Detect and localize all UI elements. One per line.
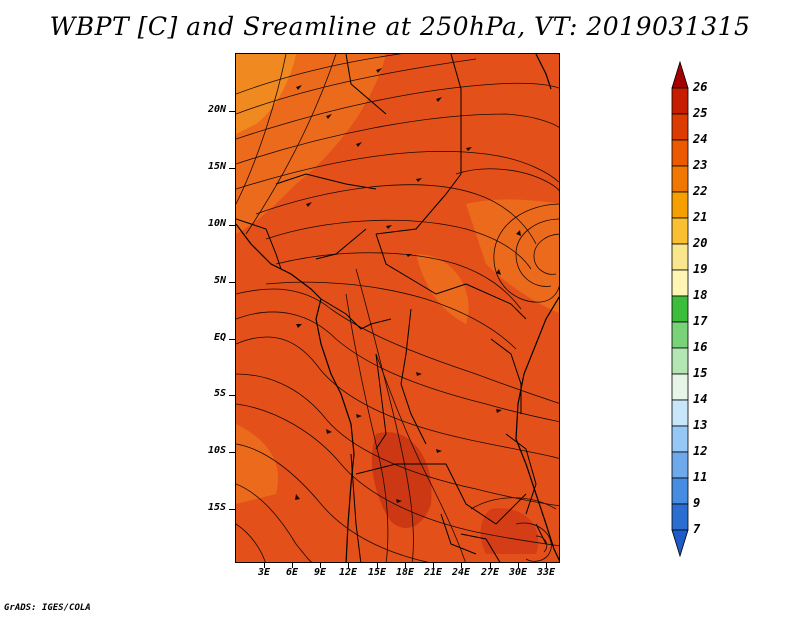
lat-tick	[229, 282, 235, 283]
colorbar-label: 17	[693, 314, 708, 328]
lat-tick	[229, 509, 235, 510]
lat-label-eq: EQ	[213, 332, 226, 343]
lon-tick	[377, 563, 378, 568]
colorbar-segment	[671, 373, 689, 401]
colorbar-label: 23	[693, 158, 708, 172]
lat-tick	[229, 395, 235, 396]
field-yellow-nw	[236, 54, 296, 134]
colorbar-segment	[671, 347, 689, 375]
credit-text: GrADS: IGES/COLA	[4, 603, 91, 613]
colorbar-segment	[671, 60, 689, 89]
lat-label-5s: 5S	[213, 388, 226, 399]
lon-tick	[292, 563, 293, 568]
colorbar-label: 9	[693, 496, 701, 510]
colorbar-segment	[671, 529, 689, 558]
field-light-sw	[236, 424, 278, 504]
colorbar-segment	[671, 191, 689, 219]
field-dark-se	[480, 508, 539, 554]
lat-label-15s: 15S	[207, 502, 226, 513]
streamline-arrows	[295, 68, 521, 503]
colorbar-segment	[671, 269, 689, 297]
colorbar-segment	[671, 399, 689, 427]
colorbar-segment	[671, 503, 689, 531]
colorbar-label: 11	[693, 470, 708, 484]
colorbar-label: 16	[693, 340, 708, 354]
colorbar-label: 21	[693, 210, 708, 224]
colorbar-segment	[671, 243, 689, 271]
wbpt-field	[236, 54, 559, 562]
colorbar-segment	[671, 165, 689, 193]
lat-label-15n: 15N	[207, 161, 226, 172]
colorbar-segments	[671, 60, 689, 558]
lat-tick	[229, 452, 235, 453]
lon-tick	[490, 563, 491, 568]
colorbar-segment	[671, 425, 689, 453]
colorbar-segment	[671, 217, 689, 245]
lat-tick	[229, 111, 235, 112]
lon-tick	[546, 563, 547, 568]
map-panel	[235, 53, 560, 563]
country-borders	[236, 54, 547, 562]
colorbar-label: 26	[693, 80, 708, 94]
lat-label-20n: 20N	[207, 104, 226, 115]
lon-label-6e: 6E	[285, 567, 299, 578]
colorbar-label: 14	[693, 392, 708, 406]
colorbar-label: 13	[693, 418, 708, 432]
colorbar-label: 7	[693, 522, 701, 536]
colorbar-label: 15	[693, 366, 708, 380]
colorbar-segment	[671, 295, 689, 323]
lat-tick	[229, 339, 235, 340]
lon-label-3e: 3E	[257, 567, 271, 578]
lat-tick	[229, 168, 235, 169]
lon-tick	[264, 563, 265, 568]
lon-tick	[405, 563, 406, 568]
lon-label-24e: 24E	[451, 567, 471, 578]
lat-label-5n: 5N	[213, 275, 226, 286]
lon-label-33e: 33E	[536, 567, 556, 578]
colorbar-segment	[671, 477, 689, 505]
lon-label-15e: 15E	[367, 567, 387, 578]
colorbar-segment	[671, 321, 689, 349]
colorbar-label: 19	[693, 262, 708, 276]
lon-label-12e: 12E	[338, 567, 358, 578]
colorbar-label: 24	[693, 132, 708, 146]
lon-tick	[518, 563, 519, 568]
lon-tick	[461, 563, 462, 568]
lat-tick	[229, 225, 235, 226]
colorbar-label: 20	[693, 236, 708, 250]
colorbar-label: 12	[693, 444, 708, 458]
colorbar-segment	[671, 139, 689, 167]
lon-label-18e: 18E	[395, 567, 415, 578]
lon-tick	[433, 563, 434, 568]
lon-label-9e: 9E	[313, 567, 327, 578]
map-title: WBPT [C] and Sreamline at 250hPa, VT: 20…	[49, 12, 751, 41]
lon-tick	[320, 563, 321, 568]
lon-tick	[348, 563, 349, 568]
colorbar-label: 22	[693, 184, 708, 198]
streamlines	[236, 54, 559, 562]
lon-label-21e: 21E	[423, 567, 443, 578]
colorbar-segment	[671, 451, 689, 479]
colorbar-label: 25	[693, 106, 708, 120]
colorbar-segment	[671, 113, 689, 141]
lat-label-10s: 10S	[207, 445, 226, 456]
field-light-center	[416, 254, 469, 324]
colorbar-segment	[671, 87, 689, 115]
lon-label-27e: 27E	[480, 567, 500, 578]
lon-label-30e: 30E	[508, 567, 528, 578]
lat-label-10n: 10N	[207, 218, 226, 229]
coastline	[236, 54, 559, 562]
colorbar-label: 18	[693, 288, 708, 302]
